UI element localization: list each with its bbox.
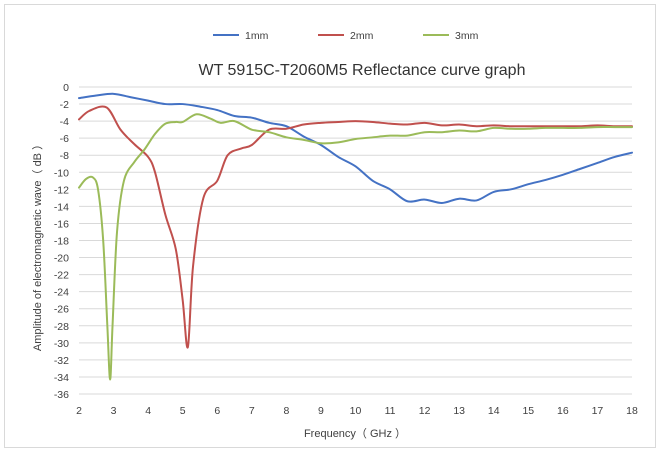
y-tick-label: -16	[54, 218, 69, 230]
chart-frame: 1mm 2mm 3mm WT 5915C-T2060M5 Reflectance c…	[4, 4, 656, 448]
series-line-1mm	[78, 92, 633, 204]
y-tick-label: -10	[54, 167, 69, 179]
x-tick-label: 16	[557, 405, 569, 417]
x-tick-label: 12	[419, 405, 431, 417]
x-axis-ticks: 2 3 4 5 6 7 8 9 10 11 12 13 14 15 16 17 18	[76, 405, 638, 417]
legend-label: 1mm	[245, 30, 269, 42]
y-axis-label: Amplitude of electromagnetic wave（ dB ）	[31, 139, 44, 351]
legend-label: 3mm	[455, 30, 479, 42]
y-tick-label: -14	[54, 201, 69, 213]
x-tick-label: 7	[249, 405, 255, 417]
x-tick-label: 10	[350, 405, 362, 417]
x-tick-label: 14	[488, 405, 500, 417]
x-tick-label: 4	[145, 405, 151, 417]
x-tick-label: 15	[522, 405, 534, 417]
y-tick-label: -8	[60, 150, 69, 162]
y-tick-label: -26	[54, 304, 69, 316]
y-tick-label: -4	[60, 116, 69, 128]
series-line-2mm	[78, 105, 633, 349]
chart-svg: 1mm 2mm 3mm WT 5915C-T2060M5 Reflectance c…	[31, 30, 638, 440]
x-tick-label: 2	[76, 405, 82, 417]
x-tick-label: 11	[385, 405, 396, 417]
x-tick-label: 6	[214, 405, 220, 417]
y-tick-label: -2	[60, 99, 69, 111]
y-tick-label: -18	[54, 236, 69, 248]
y-tick-label: -20	[54, 253, 69, 265]
x-axis-label: Frequency（ GHz ）	[304, 427, 406, 440]
x-tick-label: 9	[318, 405, 324, 417]
y-tick-label: -6	[60, 133, 69, 145]
y-tick-label: -34	[54, 372, 69, 384]
chart-title: WT 5915C-T2060M5 Reflectance curve graph	[199, 62, 526, 79]
y-tick-label: -24	[54, 287, 69, 299]
y-tick-label: -28	[54, 321, 69, 333]
x-tick-label: 17	[592, 405, 604, 417]
x-tick-label: 3	[111, 405, 117, 417]
legend-label: 2mm	[350, 30, 374, 42]
y-axis-ticks: 0 -2 -4 -6 -8 -10 -12 -14 -16 -18 -20 -22 -24 -26 -28 -…	[54, 82, 69, 401]
x-tick-label: 5	[180, 405, 186, 417]
series-line-3mm	[78, 113, 633, 381]
series-layer	[78, 92, 633, 381]
y-tick-label: -36	[54, 389, 69, 401]
y-tick-label: -22	[54, 270, 69, 282]
gridlines	[79, 86, 632, 395]
y-tick-label: -12	[54, 184, 69, 196]
y-tick-label: 0	[63, 82, 69, 94]
x-tick-label: 8	[283, 405, 289, 417]
x-tick-label: 13	[453, 405, 465, 417]
y-tick-label: -32	[54, 355, 69, 367]
y-tick-label: -30	[54, 338, 69, 350]
legend: 1mm 2mm 3mm	[213, 30, 479, 42]
x-tick-label: 18	[626, 405, 638, 417]
